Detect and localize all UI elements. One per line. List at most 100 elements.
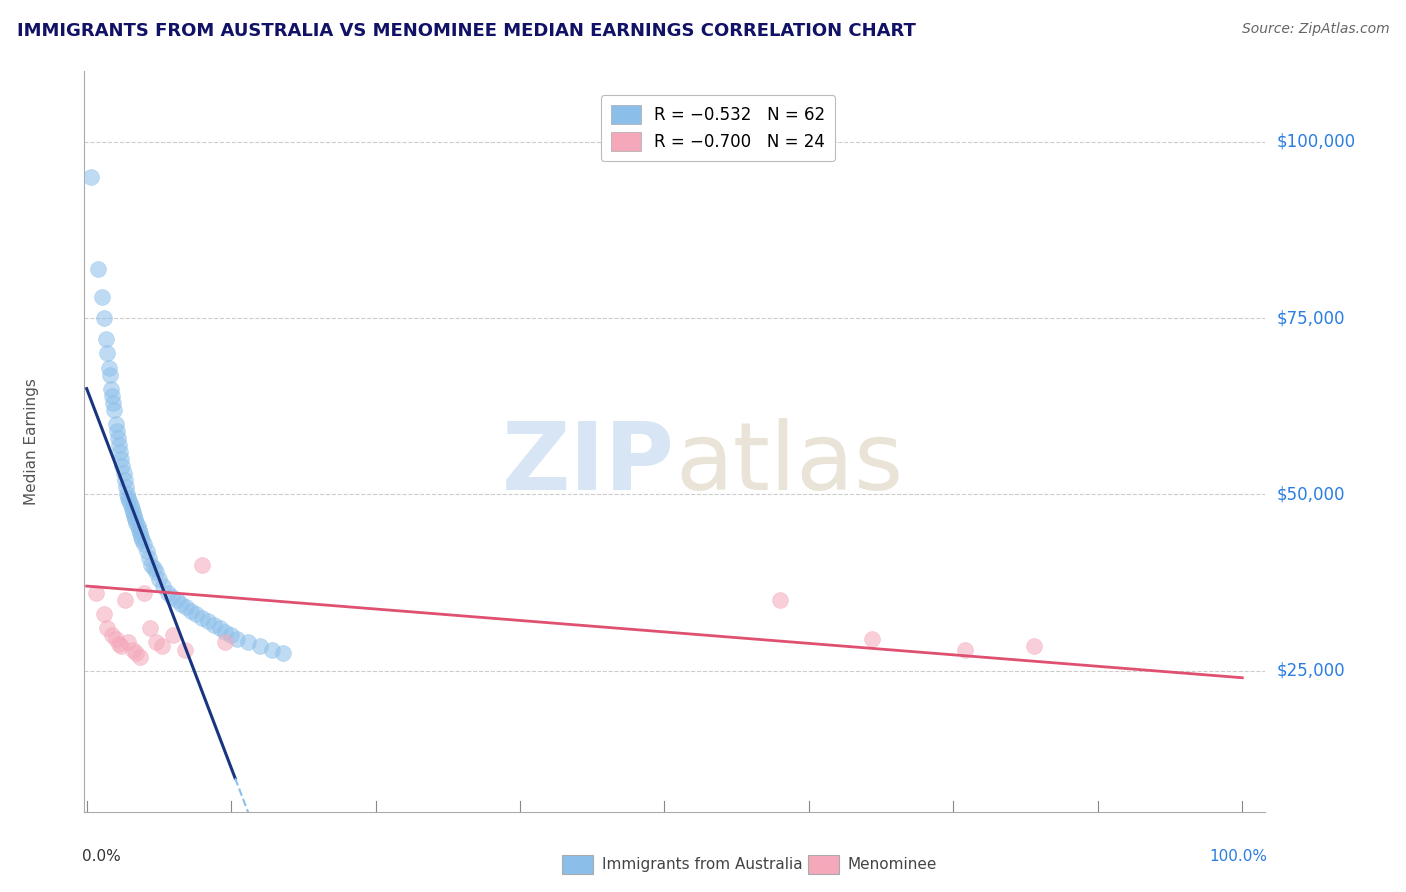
Point bbox=[125, 646, 148, 660]
Point bbox=[110, 639, 132, 653]
Point bbox=[108, 445, 131, 459]
Point bbox=[100, 382, 122, 396]
Point bbox=[117, 635, 139, 649]
Point bbox=[271, 646, 294, 660]
Point bbox=[162, 628, 184, 642]
Point bbox=[120, 498, 142, 512]
Text: $50,000: $50,000 bbox=[1277, 485, 1346, 503]
Text: 100.0%: 100.0% bbox=[1209, 849, 1268, 863]
Text: Menominee: Menominee bbox=[848, 857, 938, 871]
Text: 0.0%: 0.0% bbox=[82, 849, 121, 863]
Point bbox=[97, 360, 120, 375]
Point bbox=[122, 642, 145, 657]
Point bbox=[93, 311, 115, 326]
Point bbox=[124, 512, 146, 526]
Point bbox=[110, 452, 132, 467]
Point bbox=[156, 586, 179, 600]
Point bbox=[219, 628, 242, 642]
Point bbox=[96, 621, 118, 635]
Point bbox=[128, 523, 150, 537]
Point bbox=[117, 491, 139, 505]
Text: IMMIGRANTS FROM AUSTRALIA VS MENOMINEE MEDIAN EARNINGS CORRELATION CHART: IMMIGRANTS FROM AUSTRALIA VS MENOMINEE M… bbox=[17, 22, 915, 40]
Point bbox=[129, 530, 152, 544]
Point bbox=[128, 526, 150, 541]
Point bbox=[166, 593, 188, 607]
Point bbox=[148, 572, 170, 586]
Point bbox=[103, 396, 125, 410]
Point bbox=[101, 389, 124, 403]
Point bbox=[121, 501, 143, 516]
Point bbox=[131, 533, 153, 548]
Text: $25,000: $25,000 bbox=[1277, 662, 1346, 680]
Point bbox=[174, 642, 197, 657]
Point bbox=[214, 635, 236, 649]
Point bbox=[191, 611, 214, 625]
Point bbox=[128, 649, 150, 664]
Point bbox=[84, 586, 107, 600]
Point bbox=[249, 639, 271, 653]
Point bbox=[139, 621, 162, 635]
Text: ZIP: ZIP bbox=[502, 417, 675, 509]
Point bbox=[96, 346, 118, 360]
Point bbox=[214, 624, 236, 639]
Text: $75,000: $75,000 bbox=[1277, 310, 1346, 327]
Point bbox=[108, 637, 131, 651]
Point bbox=[145, 565, 167, 579]
Point bbox=[953, 642, 976, 657]
Point bbox=[180, 604, 202, 618]
Point bbox=[114, 473, 136, 487]
Point bbox=[1024, 639, 1046, 653]
Point bbox=[98, 368, 121, 382]
Point bbox=[108, 438, 131, 452]
Text: Immigrants from Australia: Immigrants from Australia bbox=[602, 857, 803, 871]
Point bbox=[202, 618, 225, 632]
Point bbox=[134, 537, 156, 551]
Point bbox=[122, 508, 145, 523]
Point bbox=[104, 632, 127, 646]
Point bbox=[115, 480, 138, 494]
Point bbox=[152, 579, 174, 593]
Point bbox=[135, 544, 157, 558]
Point bbox=[238, 635, 260, 649]
Point bbox=[80, 170, 103, 185]
Point bbox=[170, 597, 193, 611]
Point bbox=[101, 628, 124, 642]
Point bbox=[114, 593, 136, 607]
Point bbox=[112, 467, 135, 481]
Point bbox=[138, 550, 160, 565]
Point bbox=[208, 621, 231, 635]
Text: atlas: atlas bbox=[675, 417, 903, 509]
Point bbox=[134, 586, 156, 600]
Point bbox=[197, 615, 219, 629]
Point bbox=[769, 593, 792, 607]
Point bbox=[142, 561, 165, 575]
Point bbox=[862, 632, 884, 646]
Legend: R = −0.532   N = 62, R = −0.700   N = 24: R = −0.532 N = 62, R = −0.700 N = 24 bbox=[600, 95, 835, 161]
Text: Median Earnings: Median Earnings bbox=[24, 378, 39, 505]
Point bbox=[125, 516, 148, 530]
Point bbox=[107, 431, 129, 445]
Text: $100,000: $100,000 bbox=[1277, 133, 1355, 151]
Point bbox=[186, 607, 208, 622]
Point bbox=[225, 632, 247, 646]
Point bbox=[141, 558, 163, 572]
Point bbox=[191, 558, 214, 572]
Text: Source: ZipAtlas.com: Source: ZipAtlas.com bbox=[1241, 22, 1389, 37]
Point bbox=[111, 459, 134, 474]
Point bbox=[145, 635, 167, 649]
Point bbox=[150, 639, 173, 653]
Point bbox=[260, 642, 283, 657]
Point bbox=[174, 600, 197, 615]
Point bbox=[118, 494, 141, 508]
Point bbox=[93, 607, 115, 622]
Point bbox=[96, 332, 118, 346]
Point bbox=[105, 424, 128, 438]
Point bbox=[104, 417, 127, 431]
Point bbox=[103, 402, 125, 417]
Point bbox=[127, 519, 149, 533]
Point bbox=[87, 261, 110, 276]
Point bbox=[122, 505, 145, 519]
Point bbox=[160, 590, 183, 604]
Point bbox=[90, 290, 112, 304]
Point bbox=[115, 487, 138, 501]
